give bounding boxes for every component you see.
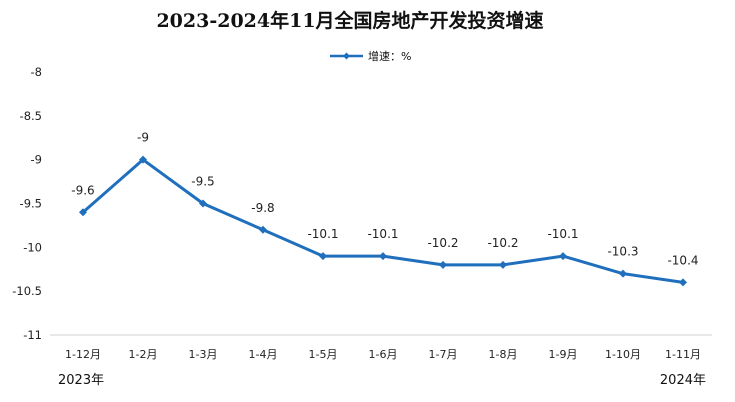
data-label: -10.1 — [547, 227, 578, 241]
x-tick-label: 1-9月 — [549, 348, 578, 361]
data-point — [619, 269, 627, 278]
data-point — [79, 208, 87, 217]
x-tick-label: 1-5月 — [309, 348, 338, 361]
series-layer: -9.6 -9 -9.5 -9.8 -10.1 -10.1 -10.2 -10.2 -10.1 -… — [71, 131, 699, 287]
x-tick-label: 1-3月 — [189, 348, 218, 361]
x-tick-label: 1-2月 — [129, 348, 158, 361]
x-tick-label: 1-12月 — [65, 348, 101, 361]
data-point — [679, 278, 687, 287]
data-label: -10.2 — [487, 236, 518, 250]
y-tick-label: -8 — [31, 65, 42, 79]
data-point — [499, 260, 507, 269]
data-label: -9.5 — [191, 175, 214, 189]
y-tick-label: -10.5 — [12, 284, 42, 298]
data-label: -10.2 — [427, 236, 458, 250]
y-axis: -8 -8.5 -9 -9.5 -10 -10.5 -11 — [12, 65, 42, 342]
year-label-end: 2024年 — [660, 373, 706, 388]
data-label: -10.3 — [607, 245, 638, 259]
series-line — [82, 158, 684, 284]
data-label: -9.6 — [71, 183, 94, 197]
legend-label: 增速：% — [368, 49, 411, 63]
x-tick-label: 1-10月 — [605, 348, 641, 361]
x-tick-label: 1-6月 — [369, 348, 398, 361]
data-label: -10.1 — [367, 227, 398, 241]
data-point — [319, 252, 327, 261]
data-label: -9 — [137, 131, 149, 145]
data-point — [259, 225, 267, 234]
x-axis: 1-12月 1-2月 1-3月 1-4月 1-5月 1-6月 1-7月 1-8月 1-9月 1-1… — [65, 348, 701, 361]
data-point — [439, 260, 447, 269]
y-tick-label: -8.5 — [20, 109, 42, 123]
x-tick-label: 1-4月 — [249, 348, 278, 361]
y-tick-label: -11 — [23, 328, 42, 342]
data-label: -10.4 — [667, 253, 698, 267]
data-point — [199, 199, 207, 208]
y-tick-label: -10 — [23, 240, 42, 254]
y-tick-label: -9 — [31, 153, 42, 167]
data-point — [379, 252, 387, 261]
data-point — [139, 155, 147, 164]
y-tick-label: -9.5 — [20, 197, 42, 211]
data-label: -9.8 — [251, 201, 274, 215]
data-point — [559, 252, 567, 261]
data-label: -10.1 — [307, 227, 338, 241]
year-label-start: 2023年 — [58, 373, 104, 388]
x-tick-label: 1-8月 — [489, 348, 518, 361]
x-tick-label: 1-11月 — [665, 348, 701, 361]
legend: 增速：% — [330, 49, 411, 63]
x-tick-label: 1-7月 — [429, 348, 458, 361]
chart-title: 2023-2024年11月全国房地产开发投资增速 — [156, 9, 543, 32]
legend-marker — [343, 52, 350, 60]
